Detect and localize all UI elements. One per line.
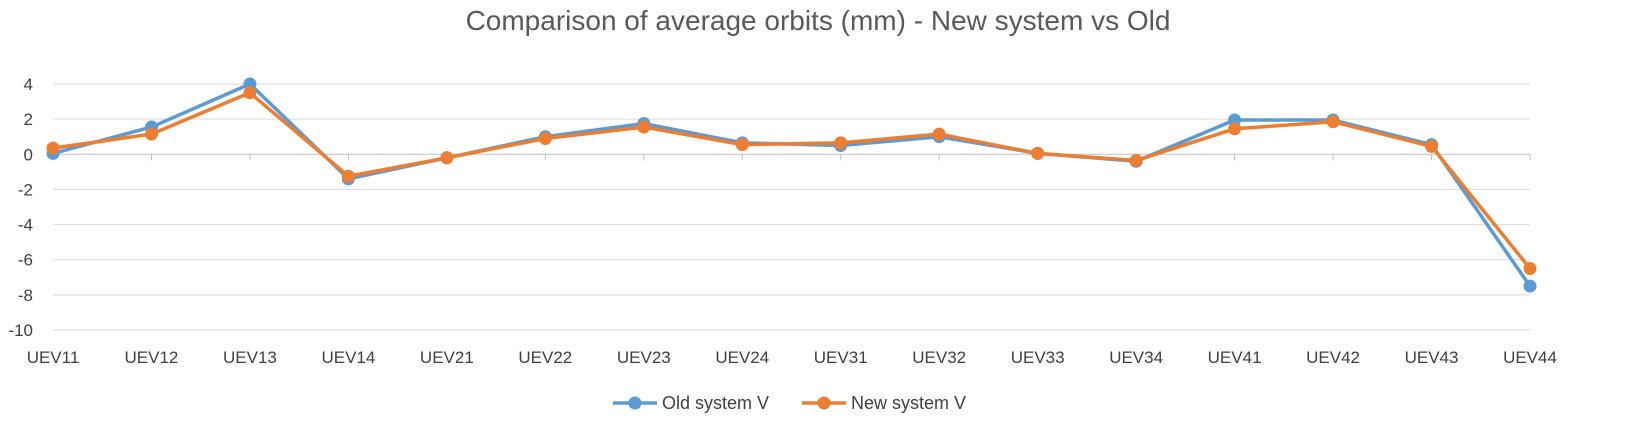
data-point xyxy=(1425,139,1439,153)
x-tick-label: UEV43 xyxy=(1405,348,1459,367)
x-tick-label: UEV44 xyxy=(1503,348,1557,367)
data-point xyxy=(1523,262,1537,275)
x-tick-label: UEV23 xyxy=(617,348,671,367)
data-point xyxy=(243,86,257,100)
data-point xyxy=(341,169,355,183)
y-axis: 4 2 0 -2 -4 -6 -8 -10 xyxy=(8,75,33,340)
data-point xyxy=(1228,122,1242,136)
grid-lines xyxy=(53,83,1530,331)
x-tick-label: UEV31 xyxy=(814,348,868,367)
x-tick-label: UEV34 xyxy=(1109,348,1163,367)
data-point xyxy=(1129,153,1143,167)
x-tick-label: UEV32 xyxy=(912,348,966,367)
series-1 xyxy=(46,86,1537,275)
legend-marker xyxy=(628,396,642,410)
x-tick-label: UEV22 xyxy=(518,348,572,367)
y-tick-label: -2 xyxy=(18,180,33,199)
legend-label: Old system V xyxy=(662,393,769,413)
x-tick-label: UEV24 xyxy=(715,348,769,367)
x-tick-label: UEV13 xyxy=(223,348,277,367)
x-tick-label: UEV14 xyxy=(321,348,375,367)
chart-title: Comparison of average orbits (mm) - New … xyxy=(466,5,1171,36)
data-point xyxy=(1523,279,1537,293)
y-tick-label: -10 xyxy=(8,321,33,340)
data-point xyxy=(144,127,158,141)
data-point xyxy=(440,151,454,165)
x-tick-label: UEV41 xyxy=(1208,348,1262,367)
data-point xyxy=(834,136,848,150)
legend-marker xyxy=(817,396,831,410)
y-tick-label: -8 xyxy=(18,286,33,305)
data-point xyxy=(932,127,946,141)
data-point xyxy=(637,120,651,134)
legend-label: New system V xyxy=(851,393,966,413)
data-point xyxy=(538,131,552,145)
legend-item: Old system V xyxy=(613,393,769,413)
x-tick-label: UEV33 xyxy=(1011,348,1065,367)
data-point xyxy=(1031,146,1045,160)
x-tick-label: UEV21 xyxy=(420,348,474,367)
x-tick-label: UEV42 xyxy=(1306,348,1360,367)
x-tick-label: UEV11 xyxy=(27,348,80,367)
data-point xyxy=(735,138,749,152)
legend: Old system V New system V xyxy=(613,393,966,413)
x-tick-label: UEV12 xyxy=(125,348,179,367)
series-layer xyxy=(46,77,1537,293)
y-tick-label: 2 xyxy=(24,110,33,129)
y-tick-label: -6 xyxy=(18,251,33,270)
x-axis: UEV11 UEV12 UEV13 UEV14 UEV21 UEV22 UEV23 UEV24… xyxy=(27,153,1557,367)
data-point xyxy=(1326,115,1340,129)
y-tick-label: 0 xyxy=(24,145,33,164)
y-tick-label: -4 xyxy=(18,216,33,235)
y-tick-label: 4 xyxy=(24,75,33,94)
legend-item: New system V xyxy=(802,393,966,413)
series-line xyxy=(52,91,1532,270)
data-point xyxy=(46,141,60,155)
